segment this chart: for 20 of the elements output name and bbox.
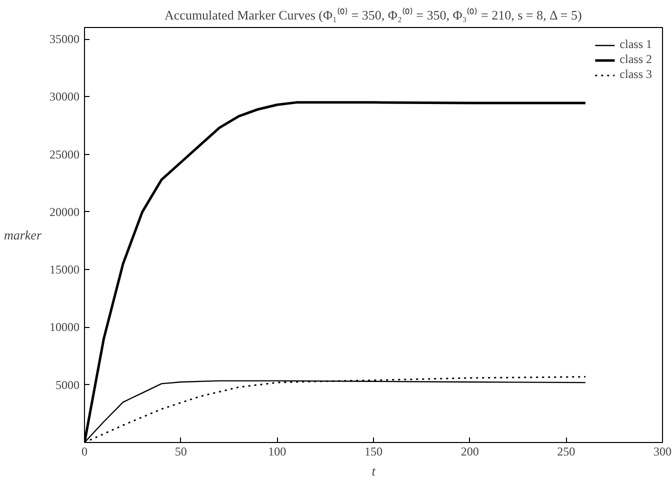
legend-label: class 2 (620, 52, 652, 67)
y-tick-label: 10000 (50, 320, 80, 334)
y-tick-label: 5000 (56, 378, 80, 392)
x-tick-label: 50 (174, 444, 187, 458)
y-tick-label: 20000 (50, 204, 80, 219)
y-tick-label: 30000 (50, 90, 80, 104)
x-tick-label: 200 (460, 444, 479, 458)
x-tick-label: 250 (557, 444, 576, 458)
x-axis-title: t (372, 464, 376, 478)
x-tick-label: 0 (82, 444, 88, 458)
x-tick-label: 100 (268, 444, 286, 458)
legend-label: class 1 (620, 37, 652, 52)
x-tick-label: 300 (654, 444, 672, 458)
y-axis-title: marker (4, 228, 42, 242)
y-tick-label: 15000 (50, 262, 80, 277)
y-tick-label: 35000 (50, 32, 80, 46)
x-tick-label: 150 (364, 444, 382, 458)
y-tick-label: 25000 (50, 147, 80, 162)
legend-label: class 3 (620, 67, 652, 82)
chart-title: Accumulated Marker Curves (Φ₁⁽⁰⁾ = 350, Φ₂⁽⁰⁾ = 350, Φ₃⁽⁰⁾ = 210, s = 8, Δ = 5) (164, 8, 582, 22)
